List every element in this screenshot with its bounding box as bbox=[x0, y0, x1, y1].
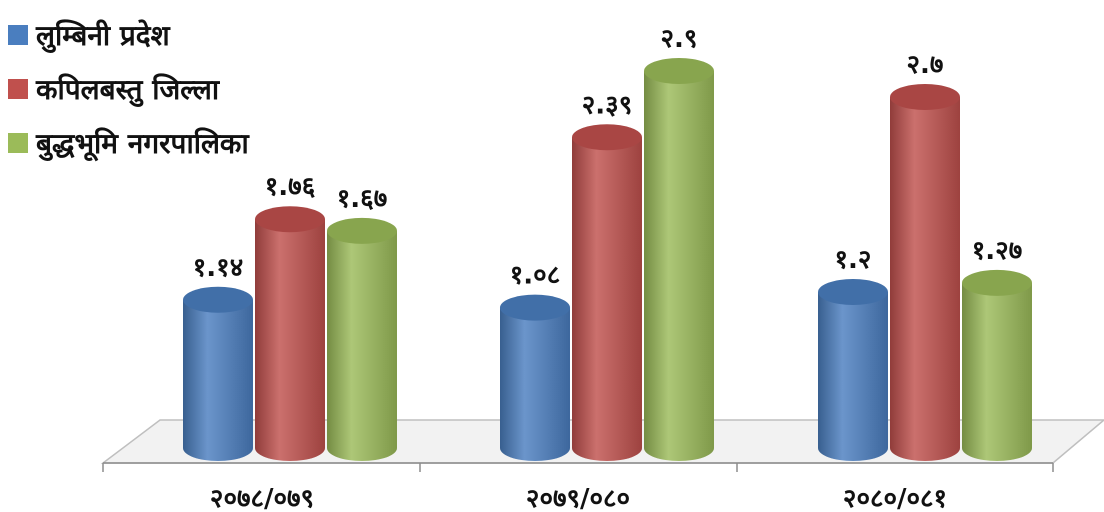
x-tick-label-1: २०७९/०८० bbox=[526, 484, 630, 512]
bar-0-2 bbox=[327, 217, 397, 461]
data-label-2-0: १.२ bbox=[835, 245, 872, 275]
data-label-2-2: १.२७ bbox=[972, 236, 1022, 266]
bar-0-1 bbox=[255, 206, 325, 461]
data-label-1-2: २.९ bbox=[661, 24, 698, 54]
legend-item-lumbini: लुम्बिनी प्रदेश bbox=[8, 8, 249, 62]
bar-2-0 bbox=[818, 279, 888, 461]
x-tick-label-2: २०८०/०८१ bbox=[843, 484, 947, 512]
legend-swatch-buddhabhumi bbox=[8, 133, 28, 153]
bar-0-0 bbox=[183, 286, 253, 461]
bar-1-1 bbox=[572, 124, 642, 462]
x-axis: २०७८/०७९ २०७९/०८० २०८०/०८१ bbox=[102, 462, 1054, 512]
data-label-0-0: १.१४ bbox=[193, 253, 243, 283]
legend-item-buddhabhumi: बुद्धभूमि नगरपालिका bbox=[8, 116, 249, 170]
legend-swatch-kapilbastu bbox=[8, 79, 28, 99]
data-label-1-1: २.३९ bbox=[582, 90, 632, 120]
bar-1-0 bbox=[500, 294, 570, 461]
labels-group: १.१४ १.७६ १.६७ १.०८ २.३९ २.९ १.२ २.७ १.२७ bbox=[193, 24, 1022, 291]
bar-1-2 bbox=[644, 58, 714, 461]
legend-label-kapilbastu: कपिलबस्तु जिल्ला bbox=[36, 73, 220, 106]
legend: लुम्बिनी प्रदेश कपिलबस्तु जिल्ला बुद्धभू… bbox=[8, 8, 249, 170]
x-tick-label-0: २०७८/०७९ bbox=[210, 484, 314, 512]
legend-swatch-lumbini bbox=[8, 25, 28, 45]
legend-label-lumbini: लुम्बिनी प्रदेश bbox=[36, 19, 170, 52]
data-label-2-1: २.७ bbox=[907, 50, 944, 80]
bars-group bbox=[183, 58, 1032, 462]
data-label-1-0: १.०८ bbox=[510, 261, 560, 291]
data-label-0-2: १.६७ bbox=[337, 184, 387, 214]
legend-label-buddhabhumi: बुद्धभूमि नगरपालिका bbox=[36, 127, 249, 160]
legend-item-kapilbastu: कपिलबस्तु जिल्ला bbox=[8, 62, 249, 116]
bar-2-2 bbox=[962, 269, 1032, 461]
data-label-0-1: १.७६ bbox=[265, 172, 315, 202]
bar-2-1 bbox=[890, 84, 960, 461]
